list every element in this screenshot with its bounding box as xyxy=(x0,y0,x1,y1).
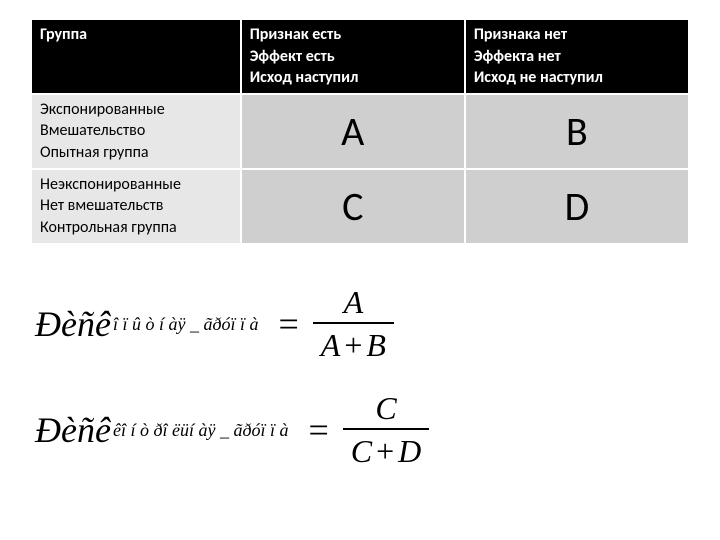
col-header-present: Признак естьЭффект естьИсход наступил xyxy=(241,19,465,94)
numerator: A xyxy=(336,285,372,322)
denominator: A+B xyxy=(313,322,394,363)
col-header-absent: Признака нетЭффекта нетИсход не наступил xyxy=(465,19,689,94)
formula-subscript: î ï û ò í àÿ _ ãðóï ï à xyxy=(111,315,265,333)
cell-a: A xyxy=(241,94,465,169)
formula-var: Ðèñê xyxy=(35,409,111,451)
formula-subscript: êî í ò ðî ëüí àÿ _ ãðóï ï à xyxy=(111,421,294,439)
row-label-exposed: ЭкспонированныеВмешательствоОпытная груп… xyxy=(31,94,241,169)
denominator: C+D xyxy=(343,428,430,469)
fraction: C C+D xyxy=(343,391,430,469)
table-row: ЭкспонированныеВмешательствоОпытная груп… xyxy=(31,94,689,169)
numerator: C xyxy=(367,391,404,428)
formula-var: Ðèñê xyxy=(35,303,111,345)
equals-sign: = xyxy=(264,303,312,345)
formulas-block: Ðèñê î ï û ò í àÿ _ ãðóï ï à = A A+B Ðèñ… xyxy=(30,285,690,470)
cell-c: C xyxy=(241,169,465,244)
equals-sign: = xyxy=(294,409,342,451)
formula-risk-control: Ðèñê êî í ò ðî ëüí àÿ _ ãðóï ï à = C C+D xyxy=(35,391,690,469)
row-label-unexposed: НеэкспонированныеНет вмешательствКонтрол… xyxy=(31,169,241,244)
col-header-group: Группа xyxy=(31,19,241,94)
formula-risk-experimental: Ðèñê î ï û ò í àÿ _ ãðóï ï à = A A+B xyxy=(35,285,690,363)
contingency-table: Группа Признак естьЭффект естьИсход наст… xyxy=(30,18,690,245)
fraction: A A+B xyxy=(313,285,394,363)
table-row: НеэкспонированныеНет вмешательствКонтрол… xyxy=(31,169,689,244)
cell-d: D xyxy=(465,169,689,244)
cell-b: B xyxy=(465,94,689,169)
